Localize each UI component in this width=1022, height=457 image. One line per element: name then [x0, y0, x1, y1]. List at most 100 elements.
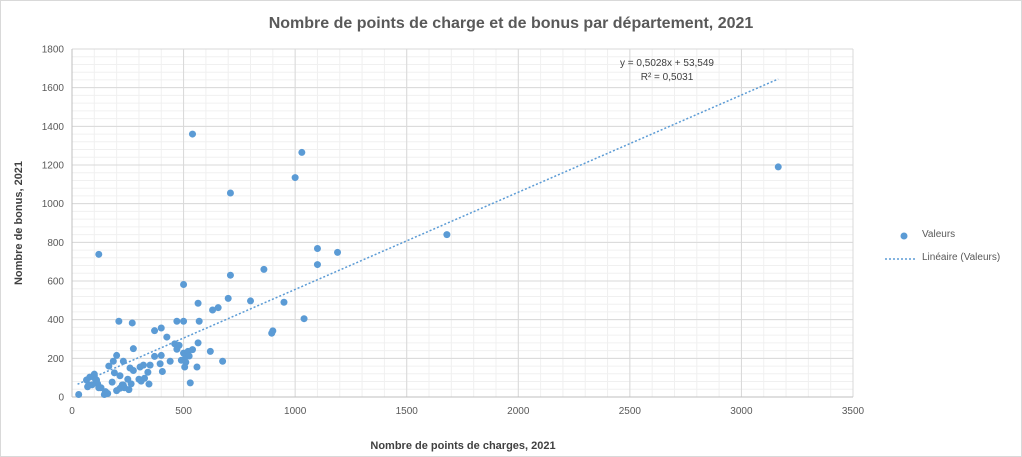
legend: Valeurs Linéaire (Valeurs): [885, 229, 1000, 263]
data-point: [115, 317, 123, 325]
data-point: [136, 363, 144, 371]
y-tick-label: 400: [47, 315, 64, 326]
y-tick-label: 0: [58, 393, 64, 404]
x-tick-label: 1000: [284, 406, 307, 417]
x-tick-label: 2500: [619, 406, 642, 417]
data-point: [774, 163, 782, 171]
data-point: [127, 380, 135, 388]
data-point: [260, 265, 268, 273]
data-point: [224, 294, 232, 302]
data-point: [291, 174, 299, 182]
data-point: [173, 317, 181, 325]
data-point: [119, 357, 127, 365]
data-point: [125, 386, 133, 394]
data-point: [109, 357, 117, 365]
y-tick-label: 600: [47, 277, 64, 288]
y-tick-label: 1800: [42, 45, 65, 56]
data-point: [128, 319, 136, 327]
chart-title: Nombre de points de charge et de bonus p…: [269, 15, 754, 32]
data-point: [116, 372, 124, 380]
x-tick-label: 0: [69, 406, 75, 417]
data-point: [110, 369, 118, 377]
x-tick-label: 3500: [842, 406, 865, 417]
y-tick-label: 800: [47, 238, 64, 249]
legend-label-valeurs: Valeurs: [922, 229, 955, 240]
data-point: [185, 352, 193, 360]
x-tick-label: 2000: [507, 406, 530, 417]
data-point: [226, 189, 234, 197]
trendline-layer: [77, 78, 779, 385]
legend-label-trendline: Linéaire (Valeurs): [922, 252, 1000, 263]
tick-labels: 0 500 1000 1500 2000 2500 3000 3500 0 200 400 600 80…: [42, 45, 865, 418]
y-tick-label: 1400: [42, 122, 65, 133]
trendline: [77, 78, 779, 385]
data-points: [75, 130, 782, 398]
data-point: [214, 304, 222, 312]
data-point: [146, 361, 154, 369]
data-point: [186, 379, 194, 387]
x-tick-label: 500: [175, 406, 192, 417]
data-point: [118, 381, 126, 389]
data-point: [145, 380, 153, 388]
data-point: [193, 363, 201, 371]
data-point: [188, 130, 196, 138]
data-point: [194, 339, 202, 347]
data-point: [226, 271, 234, 279]
data-point: [247, 297, 255, 305]
y-tick-label: 1600: [42, 83, 65, 94]
data-point: [280, 298, 288, 306]
data-point: [334, 248, 342, 256]
data-point: [129, 367, 137, 375]
data-point: [95, 250, 103, 258]
data-point: [443, 231, 451, 239]
data-point: [157, 351, 165, 359]
data-point: [206, 347, 214, 355]
data-point: [85, 381, 93, 389]
y-tick-label: 1200: [42, 161, 65, 172]
data-point: [113, 387, 121, 395]
data-point: [95, 384, 103, 392]
data-point: [219, 357, 227, 365]
gridlines: [71, 48, 854, 398]
data-point: [313, 245, 321, 253]
data-point: [195, 317, 203, 325]
data-point: [151, 327, 159, 335]
trendline-equation: y = 0,5028x + 53,549: [620, 58, 714, 69]
y-axis-title: Nombre de bonus, 2021: [13, 161, 25, 285]
data-point: [156, 360, 164, 368]
data-point: [113, 351, 121, 359]
data-point: [194, 299, 202, 307]
data-point: [180, 280, 188, 288]
x-axis-title: Nombre de points de charges, 2021: [370, 440, 555, 452]
data-point: [137, 377, 145, 385]
data-point: [129, 345, 137, 353]
trendline-r-squared: R² = 0,5031: [641, 72, 694, 83]
data-point: [313, 261, 321, 269]
data-point: [163, 333, 171, 341]
data-point: [173, 345, 181, 353]
x-tick-label: 1500: [396, 406, 419, 417]
axes: [71, 49, 853, 398]
data-point: [298, 148, 306, 156]
data-point: [144, 368, 152, 376]
data-point: [300, 315, 308, 323]
data-point: [108, 378, 116, 386]
y-tick-label: 1000: [42, 199, 65, 210]
data-point: [181, 363, 189, 371]
data-point: [209, 306, 217, 314]
data-point: [104, 390, 112, 398]
data-point: [166, 357, 174, 365]
data-point: [158, 367, 166, 375]
data-point: [105, 362, 113, 370]
data-point: [151, 352, 159, 360]
x-tick-label: 3000: [730, 406, 753, 417]
data-point: [93, 376, 101, 384]
legend-marker-valeurs: [900, 232, 908, 240]
data-point: [157, 324, 165, 332]
data-point: [75, 390, 83, 398]
data-point: [180, 317, 188, 325]
y-tick-label: 200: [47, 354, 64, 365]
data-point: [269, 327, 277, 335]
